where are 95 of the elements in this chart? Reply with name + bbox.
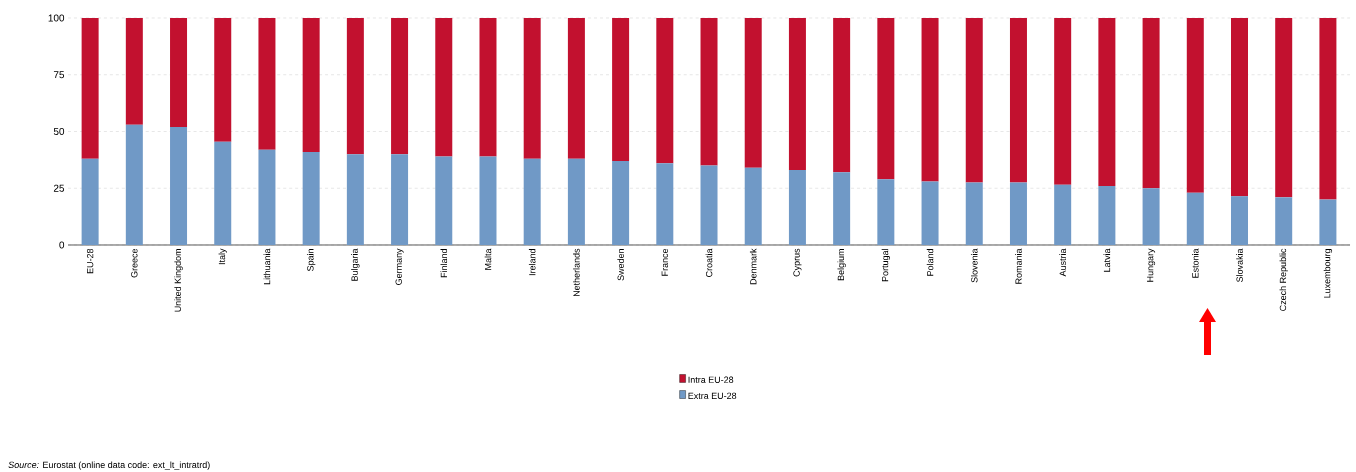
bar xyxy=(1142,17,1160,189)
x-tick-label: Croatia xyxy=(705,248,713,277)
x-tick-label: Hungary xyxy=(1147,248,1156,282)
bar xyxy=(744,167,762,245)
bar xyxy=(877,179,895,245)
x-tick-label: Slovenia xyxy=(970,248,978,283)
bar xyxy=(523,17,541,159)
bar xyxy=(125,17,143,125)
legend-label: Extra EU-28 xyxy=(688,392,737,399)
x-tick-label: Spain xyxy=(306,249,316,272)
bar xyxy=(965,17,983,183)
bar xyxy=(391,17,409,155)
bar xyxy=(346,154,364,245)
bar xyxy=(788,170,806,245)
x-tick-label: United Kingdom xyxy=(174,249,183,312)
legend-label: Intra EU-28 xyxy=(688,376,734,383)
bar xyxy=(346,17,364,155)
bar xyxy=(656,163,674,245)
x-tick-label: France xyxy=(661,248,668,276)
bar xyxy=(921,17,939,182)
y-tick-label: 100 xyxy=(48,14,65,22)
bar xyxy=(258,17,276,150)
bar xyxy=(1054,184,1072,245)
bar xyxy=(1275,17,1293,198)
bar xyxy=(1319,17,1337,200)
y-tick-label: 25 xyxy=(53,184,65,192)
x-tick-label: Denmark xyxy=(749,248,757,285)
x-tick-label: Romania xyxy=(1015,248,1022,284)
bar xyxy=(170,17,188,127)
x-tick-label: Belgium xyxy=(837,249,846,281)
bar xyxy=(302,151,320,245)
bar xyxy=(744,17,762,168)
bar xyxy=(788,17,806,171)
bar xyxy=(700,165,718,245)
bar xyxy=(214,141,232,245)
bar xyxy=(612,17,630,161)
bar xyxy=(1186,17,1204,193)
bar xyxy=(965,182,983,245)
x-tick-label: Greece xyxy=(131,248,138,278)
bar xyxy=(567,17,585,159)
bar xyxy=(700,17,718,166)
bar xyxy=(479,17,497,157)
x-tick-label: Bulgaria xyxy=(351,248,360,281)
x-tick-label: Luxembourg xyxy=(1323,249,1333,298)
bar xyxy=(921,181,939,245)
x-tick-label: Slovakia xyxy=(1236,248,1243,282)
x-tick-label: EU-28 xyxy=(86,248,94,274)
x-tick-label: Estonia xyxy=(1192,248,1199,278)
bar xyxy=(81,158,99,245)
bar xyxy=(1009,182,1027,245)
x-tick-label: Germany xyxy=(395,248,404,285)
y-tick-label: 0 xyxy=(59,241,65,249)
bar xyxy=(567,158,585,245)
bar xyxy=(1186,192,1204,245)
bar xyxy=(612,160,630,245)
bar xyxy=(1054,17,1072,185)
x-tick-label: Portugal xyxy=(881,249,891,282)
bar xyxy=(391,154,409,245)
x-tick-label: Latvia xyxy=(1103,248,1111,272)
bar xyxy=(833,172,851,245)
bar xyxy=(214,17,232,142)
bar xyxy=(1009,17,1027,183)
bar xyxy=(125,124,143,245)
bar xyxy=(656,17,674,164)
x-tick-label: Cyprus xyxy=(793,248,802,277)
bar xyxy=(302,17,320,152)
bar xyxy=(1098,185,1116,245)
bar xyxy=(1231,17,1248,197)
x-tick-label: Poland xyxy=(926,249,934,276)
bar xyxy=(435,17,453,157)
bar xyxy=(1319,199,1337,245)
bar xyxy=(1231,196,1248,245)
bar xyxy=(1275,197,1293,245)
y-tick-label: 50 xyxy=(53,127,65,136)
bar xyxy=(523,158,541,245)
x-tick-label: Malta xyxy=(484,248,492,270)
text: Source: Eurostat (online data code: ext_lt_intratrd) xyxy=(8,461,210,470)
bar xyxy=(479,156,497,245)
bar xyxy=(1098,17,1116,186)
bar xyxy=(258,149,276,245)
bar xyxy=(877,17,895,180)
bar xyxy=(1142,188,1160,245)
x-tick-label: Ireland xyxy=(528,249,536,276)
x-tick-label: Italy xyxy=(218,248,227,265)
bar xyxy=(435,156,453,245)
x-tick-label: Lithuania xyxy=(263,248,271,285)
bar xyxy=(833,17,851,173)
y-tick-label: 75 xyxy=(53,71,65,79)
x-tick-label: Czech Republic xyxy=(1279,248,1288,311)
x-tick-label: Sweden xyxy=(617,249,624,281)
x-tick-label: Austria xyxy=(1059,248,1066,277)
x-tick-label: Netherlands xyxy=(573,248,580,297)
x-tick-label: Finland xyxy=(440,249,448,278)
bar xyxy=(81,17,99,159)
bar xyxy=(170,126,188,245)
